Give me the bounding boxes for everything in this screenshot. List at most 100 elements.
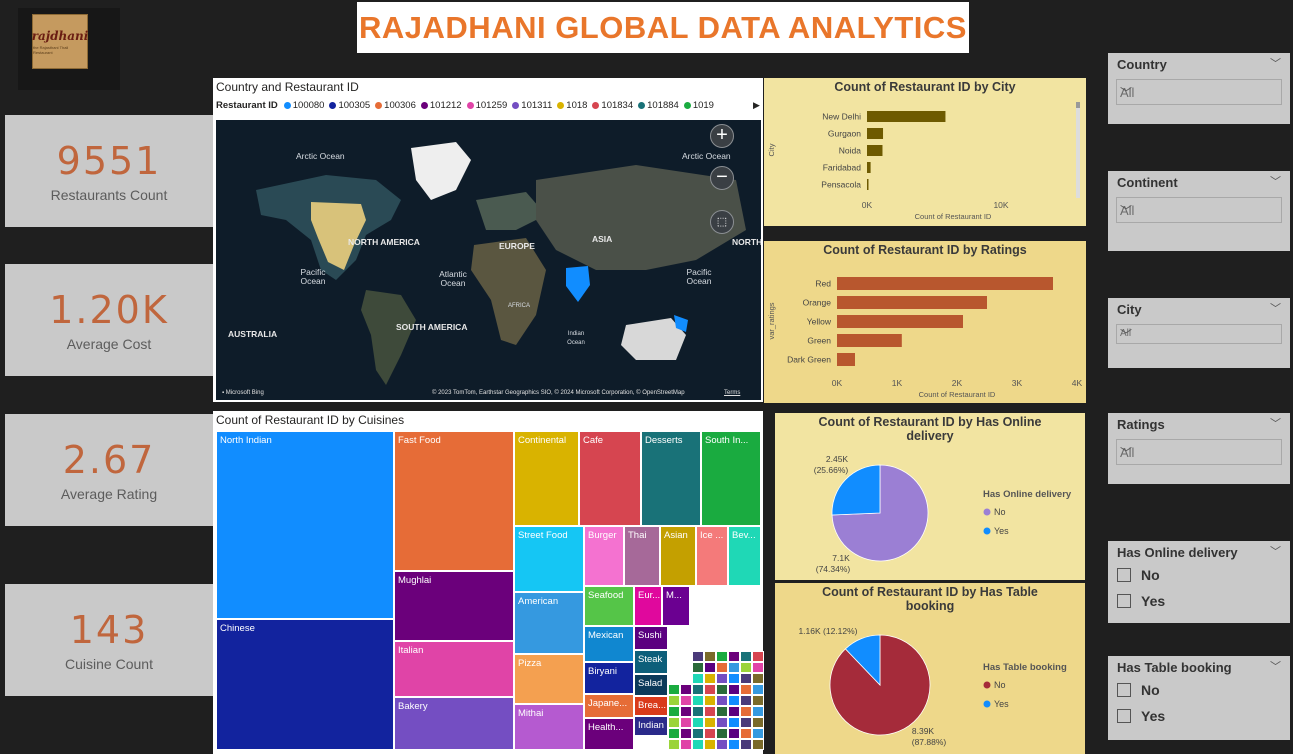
treemap-cell-small[interactable]: [752, 684, 764, 695]
treemap-cell-small[interactable]: [716, 673, 728, 684]
treemap-cell[interactable]: Mithai: [514, 704, 584, 750]
treemap-cell-small[interactable]: [704, 706, 716, 717]
legend-item[interactable]: 101834: [592, 100, 633, 111]
table-option-yes[interactable]: Yes: [1117, 708, 1165, 724]
treemap-cell[interactable]: Continental: [514, 431, 579, 526]
table-booking-slicer[interactable]: Has Table booking ﹀ No Yes: [1108, 656, 1290, 740]
treemap-cell-small[interactable]: [692, 728, 704, 739]
continent-slicer[interactable]: Continent ﹀ All ﹀: [1108, 171, 1290, 251]
treemap-cell-small[interactable]: [668, 695, 680, 706]
treemap-cell-small[interactable]: [680, 706, 692, 717]
world-map[interactable]: Arctic Ocean Arctic Ocean NORTH AMERICA …: [216, 120, 761, 400]
cuisines-treemap[interactable]: North Indian Chinese Fast Food Mughlai Itali…: [216, 431, 764, 751]
legend-item[interactable]: 101311: [512, 100, 552, 111]
treemap-cell-small[interactable]: [668, 684, 680, 695]
continent-dropdown[interactable]: All ﹀: [1116, 197, 1282, 223]
table-option-no[interactable]: No: [1117, 682, 1160, 698]
map-visual[interactable]: Country and Restaurant ID Restaurant ID …: [213, 78, 763, 402]
treemap-cell-small[interactable]: [668, 717, 680, 728]
treemap-cell-small[interactable]: [752, 728, 764, 739]
treemap-cell-small[interactable]: [740, 739, 752, 750]
treemap-cell-small[interactable]: [668, 706, 680, 717]
online-option-yes[interactable]: Yes: [1117, 593, 1165, 609]
treemap-cell[interactable]: Burger: [584, 526, 624, 586]
cuisines-treemap-panel[interactable]: Count of Restaurant ID by Cuisines North…: [213, 411, 764, 754]
treemap-cell-small[interactable]: [716, 739, 728, 750]
chevron-down-icon[interactable]: ﹀: [1270, 546, 1281, 558]
treemap-cell[interactable]: Chinese: [216, 619, 394, 750]
kpi-average-cost[interactable]: 1.20K Average Cost: [5, 264, 213, 376]
treemap-cell[interactable]: Japane...: [584, 694, 634, 718]
treemap-cell-small[interactable]: [716, 717, 728, 728]
zoom-in-button[interactable]: +: [710, 124, 734, 148]
treemap-cell-small[interactable]: [692, 695, 704, 706]
select-area-icon[interactable]: ⬚: [710, 210, 734, 234]
treemap-cell[interactable]: Salad: [634, 674, 668, 696]
kpi-cuisine-count[interactable]: 143 Cuisine Count: [5, 584, 213, 696]
checkbox[interactable]: [1117, 709, 1131, 723]
treemap-cell-small[interactable]: [704, 662, 716, 673]
legend-next-arrow-icon[interactable]: ▶: [753, 100, 760, 110]
treemap-cell-small[interactable]: [692, 717, 704, 728]
table-booking-chart-panel[interactable]: Count of Restaurant ID by Has Table book…: [775, 583, 1085, 754]
treemap-cell-small[interactable]: [740, 662, 752, 673]
treemap-cell-small[interactable]: [728, 739, 740, 750]
treemap-cell-small[interactable]: [692, 706, 704, 717]
treemap-cell-small[interactable]: [716, 662, 728, 673]
treemap-cell[interactable]: Ice ...: [696, 526, 728, 586]
legend-item[interactable]: 1018: [557, 100, 587, 111]
treemap-cell-small[interactable]: [728, 662, 740, 673]
treemap-cell-small[interactable]: [716, 706, 728, 717]
treemap-cell[interactable]: Pizza: [514, 654, 584, 704]
treemap-cell[interactable]: Mughlai: [394, 571, 514, 641]
legend-item[interactable]: 101884: [638, 100, 679, 111]
online-delivery-slicer[interactable]: Has Online delivery ﹀ No Yes: [1108, 541, 1290, 623]
treemap-cell[interactable]: Steak: [634, 650, 668, 674]
legend-item[interactable]: 100080: [283, 100, 324, 111]
treemap-cell-small[interactable]: [728, 717, 740, 728]
treemap-cell-small[interactable]: [752, 662, 764, 673]
online-delivery-chart-panel[interactable]: Count of Restaurant ID by Has Online del…: [775, 413, 1085, 580]
treemap-cell[interactable]: Cafe: [579, 431, 641, 526]
treemap-cell[interactable]: Seafood: [584, 586, 634, 626]
zoom-out-button[interactable]: −: [710, 166, 734, 190]
treemap-cell[interactable]: Sushi: [634, 626, 668, 650]
treemap-cell-small[interactable]: [728, 728, 740, 739]
treemap-cell-small[interactable]: [728, 673, 740, 684]
treemap-cell-small[interactable]: [704, 684, 716, 695]
treemap-cell-small[interactable]: [752, 673, 764, 684]
city-slicer[interactable]: City ﹀ All ﹀: [1108, 298, 1290, 368]
treemap-cell-small[interactable]: [752, 706, 764, 717]
treemap-cell[interactable]: Bakery: [394, 697, 514, 750]
treemap-cell-small[interactable]: [740, 728, 752, 739]
legend-item[interactable]: 101212: [420, 100, 462, 111]
legend-item[interactable]: 1019: [683, 100, 714, 111]
treemap-cell[interactable]: Health...: [584, 718, 634, 750]
checkbox[interactable]: [1117, 683, 1131, 697]
treemap-cell-small[interactable]: [752, 739, 764, 750]
treemap-cell-small[interactable]: [740, 706, 752, 717]
treemap-cell[interactable]: American: [514, 592, 584, 654]
treemap-cell-small[interactable]: [692, 651, 704, 662]
treemap-cell-small[interactable]: [716, 684, 728, 695]
chevron-down-icon[interactable]: ﹀: [1270, 176, 1281, 188]
treemap-cell[interactable]: Street Food: [514, 526, 584, 592]
treemap-cell-small[interactable]: [692, 684, 704, 695]
checkbox[interactable]: [1117, 568, 1131, 582]
treemap-cell-small[interactable]: [680, 739, 692, 750]
treemap-cell[interactable]: M...: [662, 586, 690, 626]
city-chart-panel[interactable]: Count of Restaurant ID by City New Delhi…: [764, 78, 1086, 226]
treemap-cell[interactable]: Desserts: [641, 431, 701, 526]
treemap-cell-small[interactable]: [728, 706, 740, 717]
map-terms-link[interactable]: Terms: [724, 390, 741, 396]
treemap-cell-small[interactable]: [728, 695, 740, 706]
country-slicer[interactable]: Country ﹀ All ﹀: [1108, 53, 1290, 124]
treemap-cell-small[interactable]: [704, 739, 716, 750]
country-dropdown[interactable]: All ﹀: [1116, 79, 1282, 105]
treemap-cell-small[interactable]: [668, 739, 680, 750]
treemap-cell[interactable]: Indian: [634, 716, 668, 736]
ratings-slicer[interactable]: Ratings ﹀ All ﹀: [1108, 413, 1290, 484]
treemap-cell-small[interactable]: [728, 651, 740, 662]
treemap-cell-small[interactable]: [740, 695, 752, 706]
legend-item[interactable]: 100306: [375, 100, 416, 111]
